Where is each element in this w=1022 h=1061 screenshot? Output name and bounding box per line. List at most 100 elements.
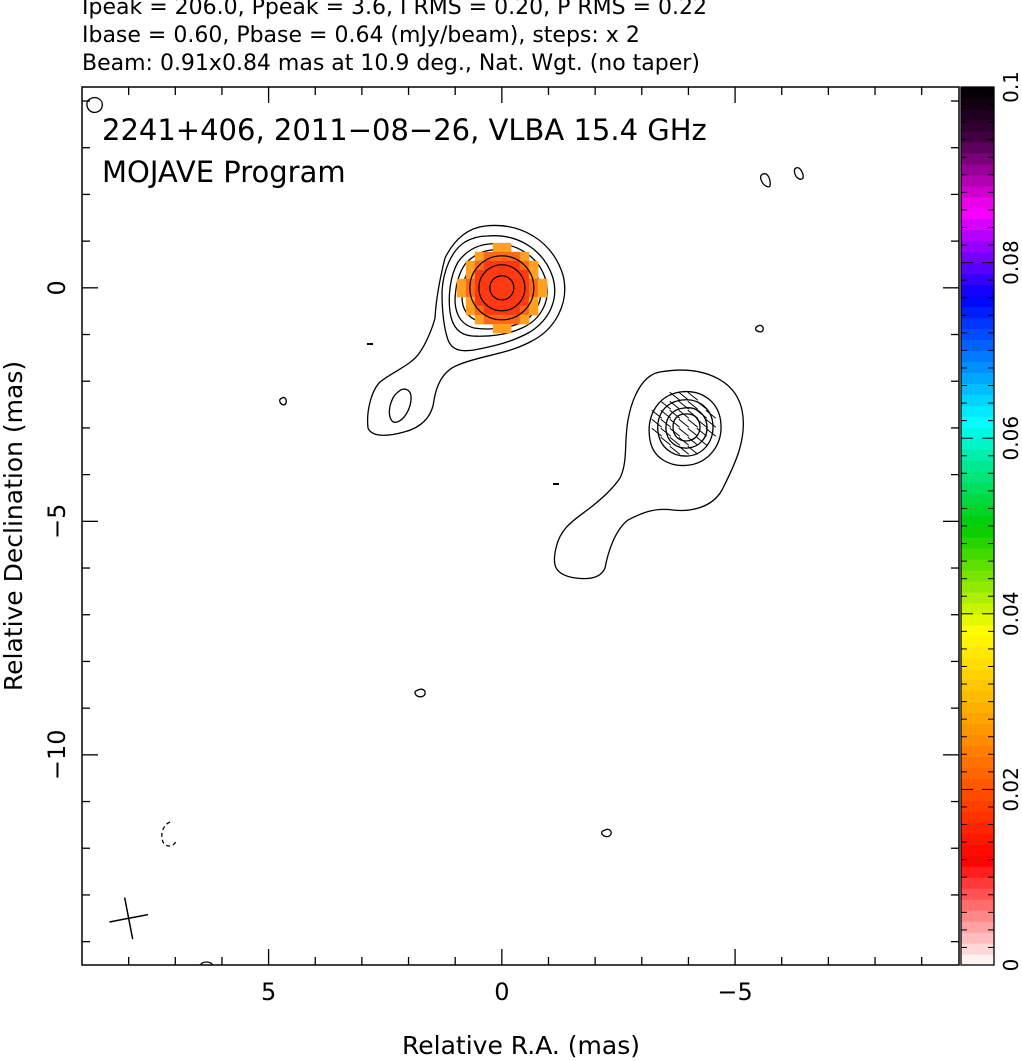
colorbar-step xyxy=(961,306,994,319)
colorbar-step xyxy=(961,196,994,209)
contour-16 xyxy=(754,324,764,333)
polarization-pixel xyxy=(528,269,539,280)
evpa-tick xyxy=(660,427,672,437)
polarization-pixel xyxy=(483,314,494,325)
polarization-pixel xyxy=(492,242,503,253)
colorbar-step xyxy=(961,295,994,308)
colorbar-step xyxy=(961,504,994,516)
colorbar-tick-label: 0.04 xyxy=(999,592,1022,637)
colorbar-step xyxy=(961,657,994,670)
evpa-tick xyxy=(678,427,690,437)
colorbar-step xyxy=(961,350,994,362)
colorbar-step xyxy=(961,185,994,198)
colorbar-step xyxy=(961,515,994,527)
colorbar-step xyxy=(961,767,994,780)
evpa-tick xyxy=(678,418,690,428)
colorbar-step xyxy=(961,558,994,571)
chart-subtitle: MOJAVE Program xyxy=(102,155,346,189)
x-tick-label: 0 xyxy=(494,978,509,1006)
polarization-pixel xyxy=(465,305,476,316)
colorbar-step xyxy=(961,229,994,242)
colorbar-step xyxy=(961,427,994,439)
colorbar-step xyxy=(961,613,994,626)
evpa-tick xyxy=(678,436,690,446)
polarization-pixel xyxy=(528,305,539,316)
colorbar-step xyxy=(961,701,994,714)
colorbar-tick-label: 0.06 xyxy=(999,416,1022,461)
colorbar-step xyxy=(961,866,994,878)
colorbar-step xyxy=(961,394,994,406)
colorbar-step xyxy=(961,668,994,681)
evpa-tick xyxy=(660,418,672,428)
polarization-pixel xyxy=(510,287,521,298)
polarization-pixel xyxy=(474,314,485,325)
colorbar-step xyxy=(961,273,994,286)
x-tick-label: 5 xyxy=(261,978,276,1006)
colorbar-step xyxy=(961,207,994,220)
evpa-tick xyxy=(660,436,672,446)
evpa-tick xyxy=(696,418,708,428)
colorbar-step xyxy=(961,526,994,538)
x-tick-label: −5 xyxy=(717,978,752,1006)
negative-contour xyxy=(161,821,177,847)
polarization-pixel xyxy=(528,296,539,307)
polarization-pixel xyxy=(483,278,494,289)
colorbar-step xyxy=(961,152,994,165)
colorbar-step xyxy=(961,756,994,769)
colorbar-step xyxy=(961,482,994,494)
colorbar-step xyxy=(961,547,994,560)
colorbar-step xyxy=(961,317,994,330)
colorbar-step xyxy=(961,943,994,955)
plot-frame xyxy=(81,86,960,966)
evpa-tick xyxy=(687,418,699,428)
polarization-pixel xyxy=(483,296,494,307)
colorbar-step xyxy=(961,493,994,505)
evpa-tick xyxy=(705,418,717,428)
polarization-pixel xyxy=(492,323,503,334)
x-axis-label: Relative R.A. (mas) xyxy=(402,1031,640,1060)
colorbar-step xyxy=(961,372,994,384)
y-axis-label: Relative Declination (mas) xyxy=(0,361,28,691)
colorbar-step xyxy=(961,690,994,703)
colorbar-step xyxy=(961,712,994,725)
colorbar-step xyxy=(961,679,994,692)
header-line-3: Beam: 0.91x0.84 mas at 10.9 deg., Nat. W… xyxy=(82,51,700,76)
evpa-tick xyxy=(651,409,663,419)
contour-12 xyxy=(665,407,708,449)
evpa-tick xyxy=(669,391,681,401)
polarization-pixel xyxy=(474,296,485,307)
colorbar-step xyxy=(961,778,994,790)
colorbar-step xyxy=(961,328,994,341)
evpa-tick xyxy=(696,400,708,410)
evpa-tick xyxy=(687,391,699,401)
polarization-pixel xyxy=(519,251,530,262)
colorbar-step xyxy=(961,251,994,264)
evpa-tick xyxy=(660,409,672,419)
evpa-tick xyxy=(678,400,690,410)
header-line-2: Ibase = 0.60, Pbase = 0.64 (mJy/beam), s… xyxy=(82,23,640,48)
polarization-pixel xyxy=(492,269,503,280)
core-peak-contour xyxy=(489,275,515,301)
colorbar-step xyxy=(961,240,994,253)
contour-19 xyxy=(600,828,612,838)
polarization-pixel xyxy=(510,251,521,262)
polarization-pixel xyxy=(510,296,521,307)
colorbar-step xyxy=(961,624,994,637)
colorbar-step xyxy=(961,591,994,604)
polarization-pixel xyxy=(519,269,530,280)
polarization-pixel xyxy=(501,287,512,298)
y-tick-label: −5 xyxy=(43,504,71,539)
polarization-pixel xyxy=(483,305,494,316)
colorbar-step xyxy=(961,954,994,966)
colorbar-step xyxy=(961,416,994,428)
contour-14 xyxy=(759,173,771,188)
evpa-tick xyxy=(687,445,699,455)
evpa-tick xyxy=(669,445,681,455)
colorbar-step xyxy=(961,899,994,911)
colorbar-step xyxy=(961,262,994,275)
contour-20 xyxy=(86,96,103,114)
colorbar-step xyxy=(961,405,994,417)
polarization-pixel xyxy=(483,260,494,271)
y-tick-label: 0 xyxy=(43,280,71,295)
evpa-tick xyxy=(660,400,672,410)
